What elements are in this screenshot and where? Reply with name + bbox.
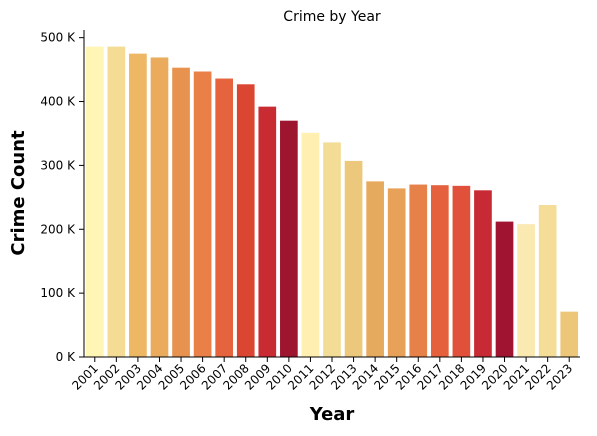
bar-2012 — [323, 142, 341, 357]
bar-2020 — [495, 221, 514, 357]
bar-2003 — [129, 53, 147, 357]
bar-2018 — [452, 185, 471, 357]
y-tick-label: 0 K — [56, 350, 76, 364]
bar-2004 — [150, 57, 169, 358]
bar-2006 — [193, 71, 212, 357]
bar-2008 — [236, 84, 255, 357]
bar-2005 — [172, 67, 190, 358]
bar-2009 — [258, 106, 277, 357]
y-axis-ticks: 0 K 100 K 200 K 300 K 400 K 500 K — [40, 31, 84, 364]
bar-2015 — [387, 188, 406, 357]
bar-2010 — [280, 120, 298, 357]
y-tick-label: 300 K — [40, 158, 76, 172]
bars-group — [85, 46, 579, 358]
bar-2019 — [474, 190, 492, 357]
bar-2022 — [538, 205, 557, 357]
bar-2021 — [517, 224, 535, 357]
bar-2002 — [107, 46, 126, 358]
bar-2014 — [366, 181, 384, 357]
y-axis-label: Crime Count — [8, 130, 29, 256]
y-tick-label: 400 K — [40, 95, 76, 109]
bar-2017 — [430, 185, 449, 357]
bar-2016 — [409, 184, 428, 357]
x-axis-label: Year — [309, 404, 355, 425]
chart-title: Crime by Year — [283, 9, 381, 25]
bar-2023 — [560, 311, 579, 357]
y-tick-label: 100 K — [40, 286, 76, 300]
bar-2001 — [85, 46, 104, 358]
y-tick-label: 200 K — [40, 222, 76, 236]
bar-2007 — [215, 78, 234, 357]
bar-2013 — [344, 160, 363, 357]
y-tick-label: 500 K — [40, 31, 76, 45]
x-axis-ticks: 2001200220032004200520062007200820092010… — [69, 357, 575, 393]
bar-2011 — [301, 132, 320, 357]
